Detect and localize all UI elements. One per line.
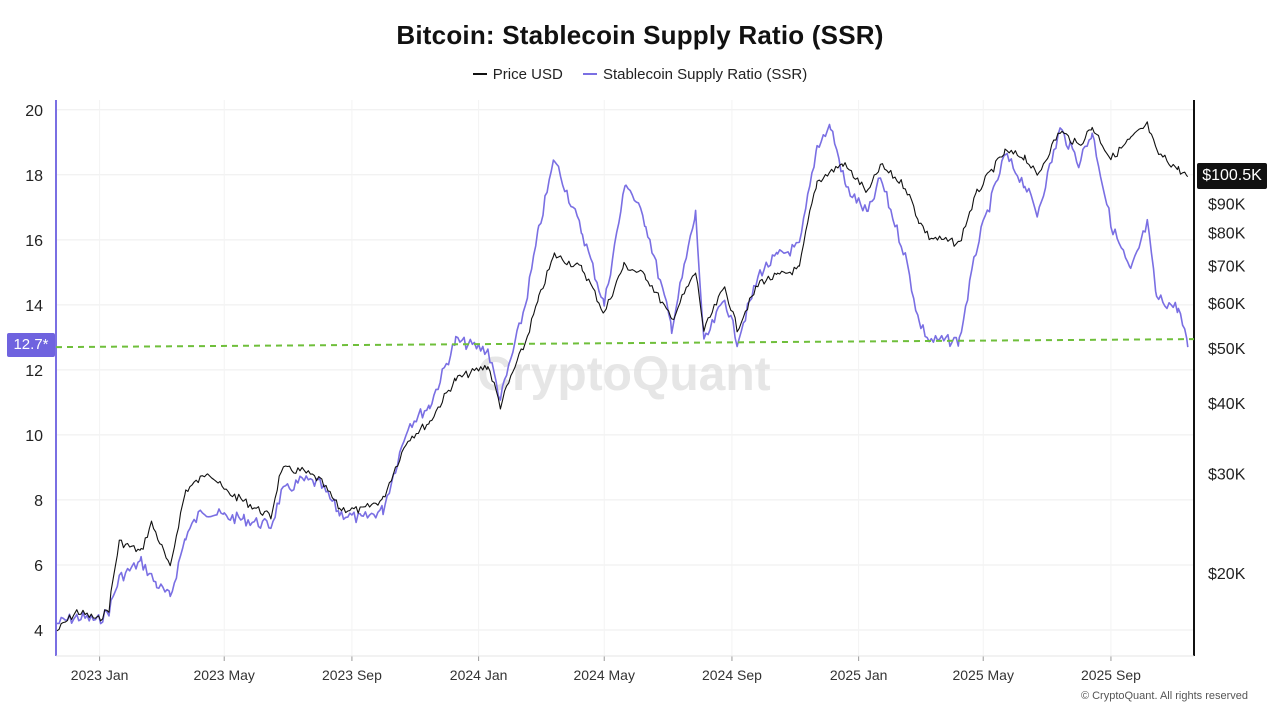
legend-item-price[interactable]: Price USD <box>472 65 563 83</box>
reference-line <box>55 338 1195 349</box>
x-tick-label: 2023 Sep <box>322 667 382 683</box>
y-left-tick-label: 6 <box>34 558 43 575</box>
x-tick-label: 2025 Jan <box>830 667 888 683</box>
x-tick-label: 2024 May <box>573 667 634 683</box>
chart-legend: Price USD Stablecoin Supply Ratio (SSR) <box>0 62 1280 83</box>
legend-swatch-ssr <box>582 73 597 75</box>
y-left-tick-label: 18 <box>25 168 43 185</box>
y-right-tick-label: $60K <box>1208 296 1246 313</box>
y-right-tick-label: $30K <box>1208 466 1246 483</box>
y-left-tick-label: 12 <box>25 363 43 380</box>
legend-item-ssr[interactable]: Stablecoin Supply Ratio (SSR) <box>582 65 808 83</box>
y-left-tick-label: 20 <box>25 103 43 120</box>
y-right-tick-label: $80K <box>1208 226 1246 243</box>
series-layer <box>55 121 1195 632</box>
x-tick-label: 2023 May <box>193 667 254 683</box>
y-left-tick-label: 8 <box>34 493 43 510</box>
x-tick-label: 2024 Jan <box>450 667 508 683</box>
price-line <box>56 121 1189 632</box>
x-tick-label: 2025 May <box>952 667 1013 683</box>
copyright-note: © CryptoQuant. All rights reserved <box>1080 690 1248 702</box>
y-right-tick-label: $40K <box>1208 396 1246 413</box>
grid-layer <box>56 100 1194 656</box>
x-tick-label: 2025 Sep <box>1081 667 1141 683</box>
x-tick-label: 2024 Sep <box>702 667 762 683</box>
axis-layer: 4 6 8 10 12 14 16 18 20 $20K $30K $40K $50K $60K $70K $… <box>25 100 1246 683</box>
y-right-tick-label: $70K <box>1208 258 1246 275</box>
legend-label-price: Price USD <box>492 65 563 83</box>
y-left-tick-label: 14 <box>25 298 43 315</box>
chart-title: Bitcoin: Stablecoin Supply Ratio (SSR) <box>396 20 884 50</box>
y-left-tick-label: 16 <box>25 233 43 250</box>
reference-value-badge: 12.7* <box>7 333 55 357</box>
last-price-badge: $100.5K <box>1197 163 1267 189</box>
y-right-tick-label: $50K <box>1208 341 1246 358</box>
y-left-tick-label: 4 <box>34 623 43 640</box>
y-right-tick-label: $90K <box>1208 197 1246 214</box>
x-tick-label: 2023 Jan <box>71 667 129 683</box>
ssr-line <box>56 123 1189 625</box>
watermark: CryptoQuant <box>477 348 770 401</box>
y-right-tick-label: $20K <box>1208 566 1246 583</box>
y-left-tick-label: 10 <box>25 428 43 445</box>
legend-label-ssr: Stablecoin Supply Ratio (SSR) <box>602 65 808 83</box>
legend-swatch-price <box>472 73 487 75</box>
